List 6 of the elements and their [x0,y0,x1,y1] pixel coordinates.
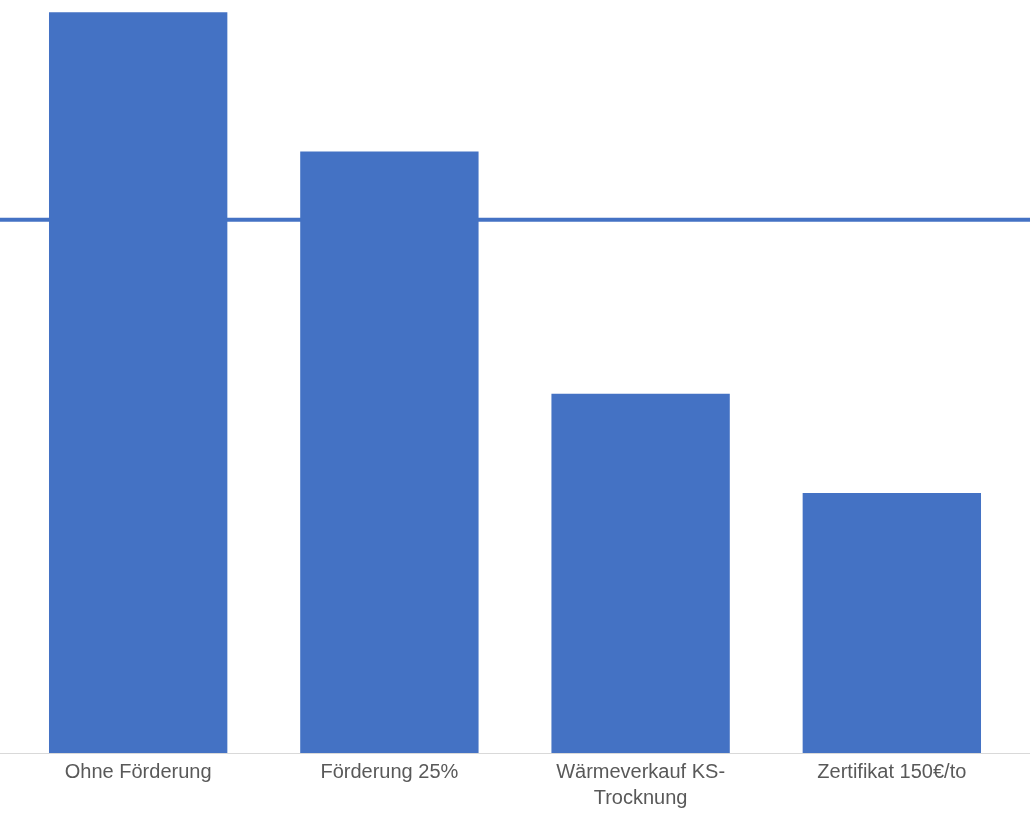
bar [802,492,982,753]
x-tick-label: Wärmeverkauf KS-Trocknung [556,760,726,808]
x-tick-label: Zertifikat 150€/to [817,760,967,782]
x-tick-label: Förderung 25% [320,760,459,782]
x-tick-label: Ohne Förderung [64,760,212,782]
bar [551,393,730,753]
